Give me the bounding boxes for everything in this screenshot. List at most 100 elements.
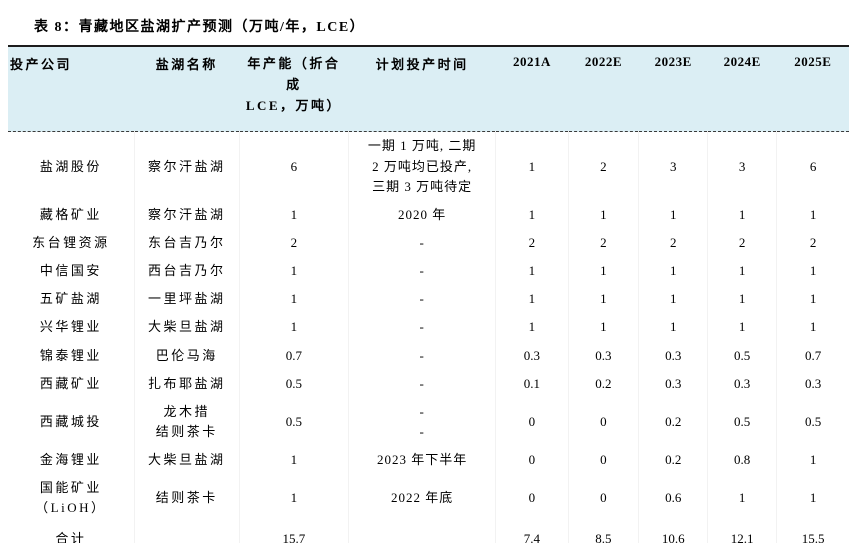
cell-text-line: 0	[600, 490, 607, 506]
cell-time: -	[348, 369, 496, 398]
cell-company: 盐湖股份	[8, 132, 134, 201]
cell-text-line: 巴伦马海	[155, 347, 218, 363]
cell-text-line: 1	[600, 263, 607, 279]
table-title: 表 8：青藏地区盐湖扩产预测（万吨/年，LCE）	[34, 20, 366, 35]
cell-company: 西藏城投	[8, 398, 134, 446]
total-lake-empty	[133, 522, 240, 543]
cell-text-line: 1	[809, 263, 817, 279]
cell-text-line: -	[419, 263, 425, 279]
cell-text-line: 1	[290, 206, 298, 222]
cell-company: 兴华锂业	[8, 313, 134, 341]
cell-text-line: 0.5	[734, 413, 751, 429]
cell-year-value: 3	[707, 131, 777, 201]
cell-capacity: 0.5	[238, 369, 349, 398]
cell-company: 西藏矿业	[8, 370, 134, 398]
col-header-company: 投产公司	[8, 45, 135, 133]
cell-time: 2023 年下半年	[348, 446, 496, 475]
cell-lake: 结则茶卡	[133, 474, 240, 523]
cell-company: 东台锂资源	[8, 229, 134, 257]
cell-year-value: 0.3	[638, 369, 708, 398]
table-row: 兴华锂业 大柴旦盐湖 1 - 1 1 1 1 1	[8, 313, 849, 342]
salt-lake-forecast-table: 投产公司 盐湖名称 年产能（折合成 LCE，万吨） 计划投产时间 2021A 2…	[8, 45, 849, 543]
cell-lake: 扎布耶盐湖	[133, 369, 240, 398]
cell-lake: 龙木措 结则茶卡	[133, 397, 240, 447]
cell-year-value: 6	[776, 131, 849, 201]
table-row: 国能矿业 （LiOH） 结则茶卡 1 2022 年底 0 0 0.6 1 1	[8, 474, 849, 523]
cell-year-value: 0.5	[707, 341, 777, 370]
cell-year-value: 0.3	[776, 369, 849, 398]
cell-capacity: 1	[238, 285, 349, 314]
cell-year-value: 1	[776, 446, 849, 475]
cell-text-line: 0.5	[285, 375, 303, 391]
col-header-2023e: 2023E	[638, 45, 708, 133]
cell-text-line: 扎布耶盐湖	[147, 375, 226, 391]
cell-text-line: 1	[738, 263, 746, 279]
cell-text-line: 1	[738, 490, 746, 506]
cell-text-line: 1	[809, 319, 817, 335]
cell-text-line: -	[419, 423, 425, 439]
cell-text-line: -	[419, 347, 425, 363]
cell-lake: 巴伦马海	[133, 341, 240, 370]
cell-text-line: 1	[809, 452, 817, 468]
cell-capacity: 1	[238, 257, 349, 286]
cell-year-value: 2	[567, 228, 639, 258]
cell-text-line: 五矿盐湖	[39, 291, 102, 307]
cell-year-value: 1	[707, 200, 777, 229]
col-header-capacity-line2: LCE，万吨）	[245, 97, 343, 113]
cell-text-line: 龙木措	[163, 403, 210, 419]
cell-year-value: 0	[567, 397, 639, 447]
cell-text-line: 1	[528, 291, 536, 307]
cell-text-line: 1	[290, 490, 298, 506]
cell-text-line: 2023 年下半年	[377, 452, 468, 468]
cell-year-value: 2	[495, 228, 569, 258]
cell-year-value: 0.7	[776, 341, 849, 370]
cell-text-line: 2022 年底	[391, 490, 454, 506]
cell-text-line: 2	[809, 234, 817, 250]
cell-year-value: 1	[567, 313, 639, 342]
cell-lake: 察尔汗盐湖	[133, 200, 240, 229]
cell-year-value: 0.5	[707, 397, 777, 447]
cell-text-line: 1	[528, 263, 536, 279]
cell-year-value: 1	[567, 285, 639, 314]
cell-text-line: 0.3	[595, 347, 612, 363]
cell-text-line: 0.8	[734, 452, 751, 468]
cell-text-line: 1	[290, 291, 298, 307]
cell-lake: 东台吉乃尔	[133, 228, 240, 258]
cell-year-value: 0.3	[567, 341, 639, 370]
cell-text-line: 1	[600, 206, 607, 222]
cell-capacity: 1	[238, 200, 349, 229]
cell-year-value: 2	[567, 131, 639, 201]
cell-year-value: 1	[638, 285, 708, 314]
col-header-2022e: 2022E	[568, 45, 639, 133]
cell-time: -	[348, 228, 496, 258]
cell-text-line: 3	[669, 158, 677, 174]
cell-year-value: 2	[707, 228, 777, 258]
cell-year-value: 1	[776, 200, 849, 229]
cell-year-value: 1	[495, 285, 569, 314]
cell-text-line: 察尔汗盐湖	[147, 206, 226, 222]
cell-year-value: 1	[707, 257, 777, 286]
cell-text-line: -	[419, 319, 425, 335]
cell-text-line: 0.2	[665, 413, 682, 429]
cell-text-line: 0.7	[804, 347, 822, 363]
cell-text-line: 盐湖股份	[39, 158, 102, 174]
cell-year-value: 1	[776, 313, 849, 342]
cell-year-value: 1	[776, 285, 849, 314]
total-year-value: 12.1	[707, 522, 777, 543]
cell-company: 藏格矿业	[8, 201, 134, 229]
cell-year-value: 1	[707, 313, 777, 342]
cell-year-value: 1	[776, 474, 849, 523]
cell-year-value: 1	[567, 200, 639, 229]
total-year-value: 10.6	[638, 522, 708, 543]
cell-text-line: 1	[738, 319, 746, 335]
cell-text-line: 1	[669, 206, 677, 222]
cell-text-line: 三期 3 万吨待定	[372, 178, 473, 194]
cell-year-value: 1	[707, 285, 777, 314]
cell-year-value: 0.1	[495, 369, 569, 398]
total-year-value: 15.5	[776, 522, 849, 543]
cell-text-line: 大柴旦盐湖	[147, 452, 226, 468]
cell-text-line: 西台吉乃尔	[147, 263, 226, 279]
col-header-capacity-line1: 年产能（折合成	[247, 56, 341, 92]
cell-year-value: 0.6	[638, 474, 708, 523]
cell-text-line: 兴华锂业	[39, 319, 102, 335]
